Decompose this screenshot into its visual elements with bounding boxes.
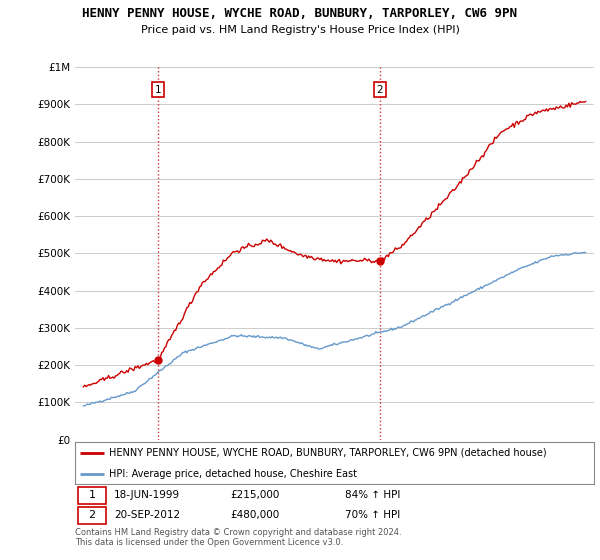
Text: 2: 2 — [88, 510, 95, 520]
Text: 1: 1 — [155, 85, 161, 95]
Text: 18-JUN-1999: 18-JUN-1999 — [114, 490, 180, 500]
Text: 70% ↑ HPI: 70% ↑ HPI — [345, 510, 400, 520]
Text: 20-SEP-2012: 20-SEP-2012 — [114, 510, 180, 520]
Text: Price paid vs. HM Land Registry's House Price Index (HPI): Price paid vs. HM Land Registry's House … — [140, 25, 460, 35]
Text: 1: 1 — [88, 490, 95, 500]
Text: Contains HM Land Registry data © Crown copyright and database right 2024.
This d: Contains HM Land Registry data © Crown c… — [75, 528, 401, 547]
Text: 84% ↑ HPI: 84% ↑ HPI — [345, 490, 400, 500]
Text: 2: 2 — [377, 85, 383, 95]
FancyBboxPatch shape — [77, 487, 106, 503]
FancyBboxPatch shape — [77, 507, 106, 524]
Text: HPI: Average price, detached house, Cheshire East: HPI: Average price, detached house, Ches… — [109, 469, 357, 479]
Text: £215,000: £215,000 — [230, 490, 280, 500]
Text: £480,000: £480,000 — [230, 510, 280, 520]
Text: HENNY PENNY HOUSE, WYCHE ROAD, BUNBURY, TARPORLEY, CW6 9PN (detached house): HENNY PENNY HOUSE, WYCHE ROAD, BUNBURY, … — [109, 448, 547, 458]
Text: HENNY PENNY HOUSE, WYCHE ROAD, BUNBURY, TARPORLEY, CW6 9PN: HENNY PENNY HOUSE, WYCHE ROAD, BUNBURY, … — [83, 7, 517, 20]
